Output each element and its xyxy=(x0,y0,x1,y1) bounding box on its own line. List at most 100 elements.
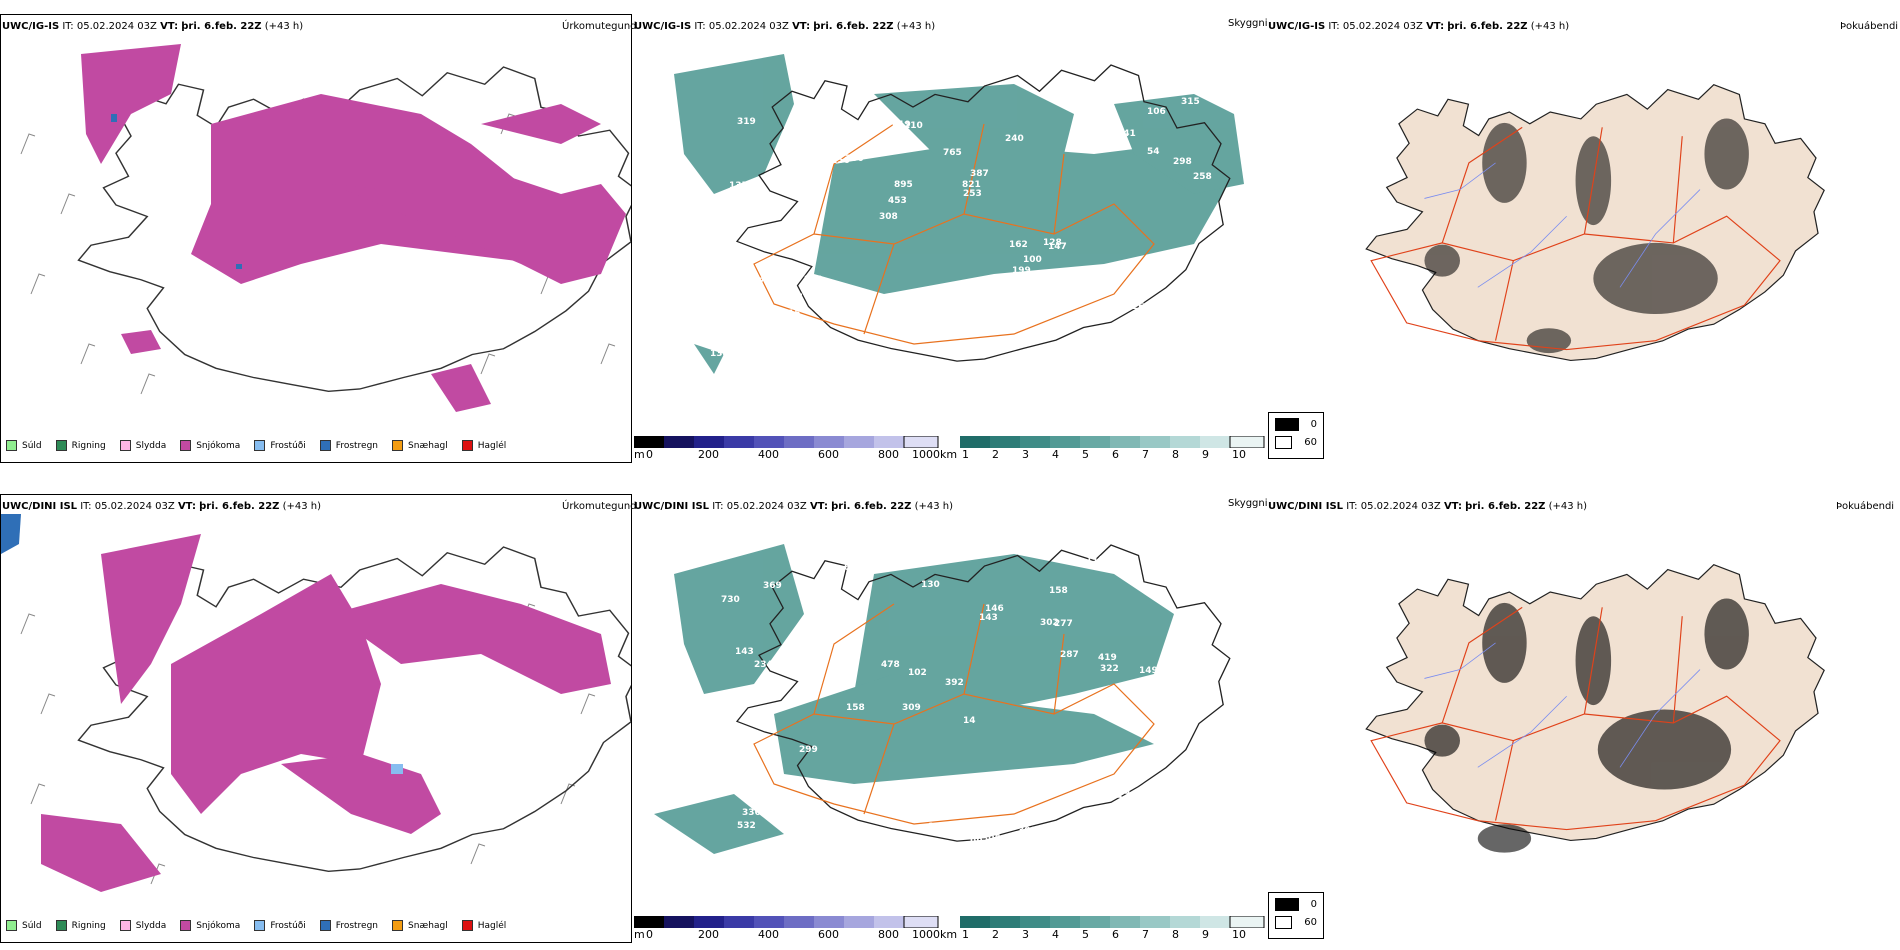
legend-swatch xyxy=(319,920,331,931)
cloud-base-label: 285 xyxy=(853,835,872,845)
cloud-base-label: 252 xyxy=(732,283,751,293)
cloud-base-label: 765 xyxy=(943,148,962,158)
visibility-scale-bar xyxy=(960,436,1265,448)
legend-item: Snæhagl xyxy=(392,440,448,451)
lead-time: (+43 h) xyxy=(914,501,954,512)
cloud-base-label: 155 xyxy=(928,822,947,832)
legend-item: Frostúði xyxy=(254,920,306,931)
cloud-base-label: 187 xyxy=(802,330,821,340)
legend-swatch xyxy=(392,920,404,931)
cloud-base-label: 298 xyxy=(1173,157,1192,167)
legend-swatch xyxy=(461,440,473,451)
cloud-base-label: 135 xyxy=(729,181,748,191)
cloud-base-label: 258 xyxy=(1193,172,1212,182)
vis-tick: 7 xyxy=(1142,928,1149,941)
cloud-base-label: 315 xyxy=(1181,97,1200,107)
legend-label: Frostregn xyxy=(335,920,379,931)
vis-tick: 4 xyxy=(1052,448,1059,461)
cloud-base-label: 101 xyxy=(1162,556,1181,566)
cloud-title: Skyggni xyxy=(1228,498,1268,509)
cloud-base-label: 895 xyxy=(894,180,913,190)
model-name: UWC/DINI ISL xyxy=(1268,501,1344,512)
fog-legend-label: 0 xyxy=(1310,899,1317,910)
cloud-base-label: 308 xyxy=(879,212,898,222)
legend-swatch xyxy=(6,440,17,451)
model-name: UWC/IG-IS xyxy=(2,21,60,32)
lead-time: (+43 h) xyxy=(1530,21,1570,32)
cloud-base-label: 302 xyxy=(894,79,913,89)
legend-swatch xyxy=(55,440,67,451)
precip-map-row2 xyxy=(1,514,631,892)
legend-swatch xyxy=(119,920,131,931)
height-unit: m xyxy=(634,928,645,941)
cloud-base-label: 335 xyxy=(938,293,957,303)
legend-swatch xyxy=(319,440,331,451)
cloud-base-label: 116 xyxy=(1086,555,1105,565)
fog-legend-item: 60 xyxy=(1275,916,1317,929)
height-tick: 1000 xyxy=(912,928,940,941)
legend-label: Snæhagl xyxy=(408,920,448,931)
vis-tick: 1 xyxy=(962,448,969,461)
it-label: IT: xyxy=(80,501,92,512)
legend-swatch xyxy=(254,440,266,451)
cloud-base-label: 232 xyxy=(908,790,927,800)
vt-value: þri. 6.feb. 22Z xyxy=(831,501,912,512)
height-tick: 400 xyxy=(758,928,779,941)
cloud-base-label: 100 xyxy=(1023,255,1042,265)
fog-legend-label: 60 xyxy=(1304,437,1317,448)
cloud-base-label: 143 xyxy=(1186,665,1205,675)
vt-value: þri. 6.feb. 22Z xyxy=(1447,21,1528,32)
fog-header-row1: UWC/IG-IS IT: 05.02.2024 03Z VT: þri. 6.… xyxy=(1268,21,1569,32)
height-tick: 1000 xyxy=(912,448,940,461)
vis-unit: km xyxy=(940,928,958,941)
fog-swatch xyxy=(1275,436,1293,449)
legend-label: Haglél xyxy=(477,920,507,931)
legend-swatch xyxy=(461,920,473,931)
height-tick: 600 xyxy=(818,928,839,941)
lead-time: (+43 h) xyxy=(282,501,322,512)
legend-item: Rigning xyxy=(55,920,106,931)
cloud-number-labels: 152 135 106 308 240 253 619 765 187 200 201 15 210 38… xyxy=(709,79,1212,363)
it-value: 05.02.2024 03Z xyxy=(76,21,157,32)
precip-legend-row1: Súld Rigning Slydda Snjókoma Frostúði Fr… xyxy=(6,440,520,451)
cloud-base-label: 387 xyxy=(970,169,989,179)
it-value: 05.02.2024 03Z xyxy=(726,501,807,512)
cloud-base-label: 152 xyxy=(1139,334,1158,344)
vt-value: þri. 6.feb. 22Z xyxy=(181,21,262,32)
model-name: UWC/DINI ISL xyxy=(2,501,78,512)
precip-header-row2: UWC/DINI ISL IT: 05.02.2024 03Z VT: þri.… xyxy=(2,501,321,512)
legend-label: Haglél xyxy=(477,440,507,451)
vis-tick: 8 xyxy=(1172,928,1179,941)
legend-label: Snæhagl xyxy=(408,440,448,451)
legend-label: Súld xyxy=(22,440,42,451)
cloud-base-label: 187 xyxy=(746,277,765,287)
legend-label: Snjókoma xyxy=(196,920,241,931)
cloud-base-label: 86 xyxy=(970,835,983,845)
vt-value: þri. 6.feb. 22Z xyxy=(813,21,894,32)
legend-item: Frostúði xyxy=(254,440,306,451)
height-tick: 200 xyxy=(698,448,719,461)
legend-swatch xyxy=(6,920,17,931)
cloud-base-label: 240 xyxy=(804,275,823,285)
cloud-base-label: 85 xyxy=(897,305,910,315)
cloud-base-label: 630 xyxy=(844,563,863,573)
vis-tick: 3 xyxy=(1022,928,1029,941)
cloud-base-label: 158 xyxy=(1049,586,1068,596)
lead-time: (+43 h) xyxy=(264,21,304,32)
fog-legend-label: 60 xyxy=(1304,917,1317,928)
cloud-base-label: 160 xyxy=(723,708,742,718)
vt-label: VT: xyxy=(792,21,811,32)
vis-tick: 3 xyxy=(1022,448,1029,461)
cloud-base-label: 162 xyxy=(1009,240,1028,250)
precip-map-frame xyxy=(0,14,632,463)
cloud-base-label: 478 xyxy=(881,660,900,670)
legend-item: Slydda xyxy=(119,920,166,931)
cloud-base-label: 319 xyxy=(737,117,756,127)
cloud-base-label: 392 xyxy=(945,678,964,688)
cloud-base-label: 108 xyxy=(1179,668,1198,678)
cloud-base-label: 419 xyxy=(1098,653,1117,663)
fog-title: Þokuábendi xyxy=(1840,21,1899,32)
fog-legend-row1: 0 60 xyxy=(1268,412,1324,459)
cloud-base-label: 234 xyxy=(754,660,773,670)
vt-label: VT: xyxy=(809,501,828,512)
